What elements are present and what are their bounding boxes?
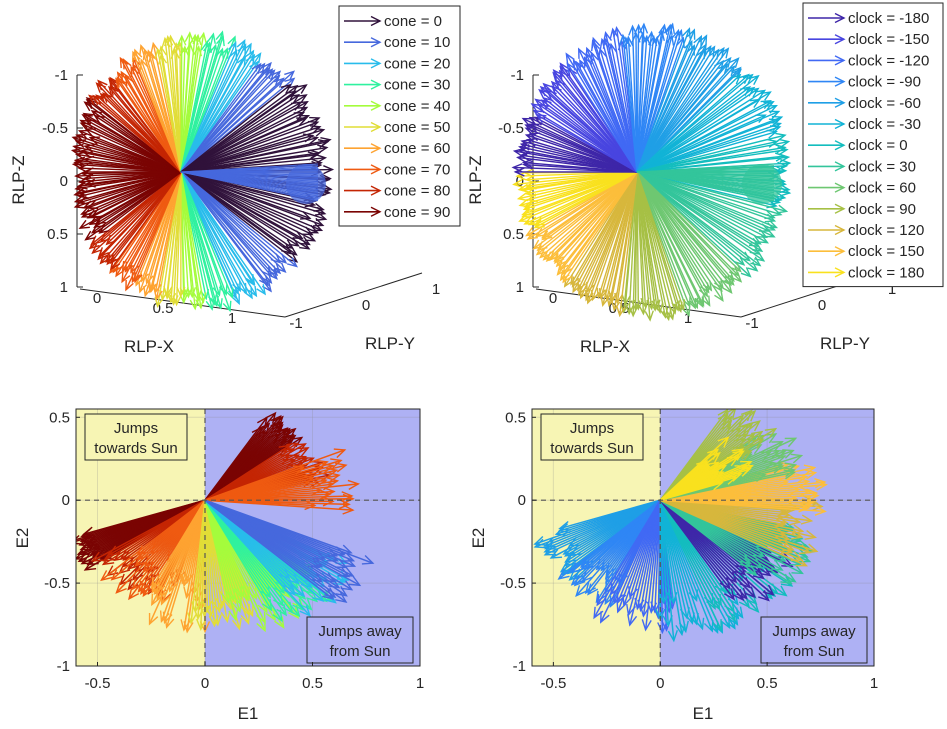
x-tick-label: 1 (416, 675, 424, 692)
y-tick-label: -1 (57, 658, 70, 675)
z-tick-label: 1 (516, 279, 524, 296)
region-label-line: towards Sun (550, 440, 633, 457)
x-tick-label: 0 (93, 290, 101, 307)
y-tick-label: 0 (518, 492, 526, 509)
arrow-head (257, 284, 265, 294)
legend-label: cone = 70 (384, 161, 450, 178)
legend: clock = -180 clock = -150 clock = -120 cloc… (803, 3, 943, 287)
legend-label: cone = 90 (384, 204, 450, 221)
y-tick-label: 1 (432, 281, 440, 298)
arrow-head (714, 291, 722, 301)
region-label-line: Jumps away (772, 623, 856, 640)
z-tick-label: 0.5 (503, 226, 524, 243)
panel-2d-clock: Jumps towards Sun Jumps away from Sun -0.5 0… (469, 408, 878, 723)
y-tick-label: -0.5 (44, 575, 70, 592)
y-tick-label: -1 (289, 315, 302, 332)
legend-label: clock = 90 (848, 201, 916, 218)
z-axis: -1 -0.5 0 0.5 1 RLP-Z (466, 67, 539, 296)
vector-field (73, 32, 333, 311)
arrow-head (527, 228, 537, 236)
x-tick-label: 0 (549, 290, 557, 307)
y-tick-label: 0 (62, 492, 70, 509)
legend-label: clock = 30 (848, 158, 916, 175)
z-tick-label: -1 (511, 67, 524, 84)
x-axis-label: E1 (693, 704, 714, 723)
z-tick-label: 0 (60, 173, 68, 190)
y-tick-label: 0 (818, 297, 826, 314)
region-label-line: Jumps (114, 420, 158, 437)
y-tick-label: 0 (362, 297, 370, 314)
legend-label: clock = -60 (848, 95, 921, 112)
region-label-line: towards Sun (94, 440, 177, 457)
legend-label: cone = 60 (384, 140, 450, 157)
y-axis-label: E2 (469, 528, 488, 549)
y-tick-label: -1 (745, 315, 758, 332)
z-tick-label: -0.5 (498, 120, 524, 137)
region-label-line: from Sun (330, 643, 391, 660)
y-axis: -1 0 1 RLP-Y (285, 273, 440, 353)
y-tick-label: -0.5 (500, 575, 526, 592)
x-tick-label: -0.5 (85, 675, 111, 692)
legend-label: clock = 150 (848, 243, 924, 260)
legend-label: clock = 0 (848, 137, 908, 154)
x-tick-label: -0.5 (540, 675, 566, 692)
legend-label: clock = -150 (848, 31, 929, 48)
legend-label: cone = 80 (384, 183, 450, 200)
x-tick-label: 0 (656, 675, 664, 692)
y-tick-label: -1 (513, 658, 526, 675)
legend-label: cone = 30 (384, 77, 450, 94)
legend-label: clock = -30 (848, 116, 921, 133)
arrow-head (761, 92, 771, 100)
y-axis-label: RLP-Y (820, 334, 870, 353)
panel-3d-cone: -1 -0.5 0 0.5 1 RLP-Z 0 0.5 1 RLP-X -1 0 1 RLP-Y… (9, 6, 460, 356)
x-tick-label: 0.5 (153, 300, 174, 317)
y-tick-label: 0.5 (49, 409, 70, 426)
y-tick-label: 0.5 (505, 409, 526, 426)
legend-label: clock = 60 (848, 180, 916, 197)
y-axis-label: RLP-Y (365, 334, 415, 353)
x-tick-label: 0.5 (302, 675, 323, 692)
legend-label: cone = 0 (384, 13, 442, 30)
x-tick-label: 1 (870, 675, 878, 692)
legend-label: clock = -180 (848, 10, 929, 27)
x-tick-label: 1 (228, 310, 236, 327)
vector-field (513, 24, 789, 320)
x-tick-label: 0 (201, 675, 209, 692)
legend: cone = 0 cone = 10 cone = 20 cone = 30 cone … (339, 6, 460, 226)
arrow-head (755, 91, 765, 99)
legend-label: cone = 40 (384, 98, 450, 115)
z-tick-label: -0.5 (42, 120, 68, 137)
region-label-line: from Sun (784, 643, 845, 660)
z-axis-label: RLP-Z (466, 155, 485, 204)
z-tick-label: 0.5 (47, 226, 68, 243)
x-axis-label: RLP-X (124, 337, 174, 356)
z-tick-label: -1 (55, 67, 68, 84)
legend-label: cone = 10 (384, 34, 450, 51)
z-tick-label: 1 (60, 279, 68, 296)
x-tick-label: 0.5 (757, 675, 778, 692)
legend-label: clock = -120 (848, 52, 929, 69)
region-label-line: Jumps away (318, 623, 402, 640)
z-axis: -1 -0.5 0 0.5 1 RLP-Z (9, 67, 83, 296)
x-axis-label: E1 (238, 704, 259, 723)
x-axis-label: RLP-X (580, 337, 630, 356)
legend-label: clock = 180 (848, 264, 924, 281)
region-label-line: Jumps (570, 420, 614, 437)
z-axis-label: RLP-Z (9, 155, 28, 204)
y-axis-label: E2 (13, 528, 32, 549)
legend-label: clock = 120 (848, 222, 924, 239)
panel-2d-cone: Jumps towards Sun Jumps away from Sun -0.5 0… (13, 409, 424, 723)
legend-label: cone = 50 (384, 119, 450, 136)
panel-3d-clock: -1-0.500.51 RLP-Z 00.51 RLP-X -101 RLP-Y… (466, 3, 943, 356)
legend-label: clock = -90 (848, 74, 921, 91)
legend-label: cone = 20 (384, 55, 450, 72)
